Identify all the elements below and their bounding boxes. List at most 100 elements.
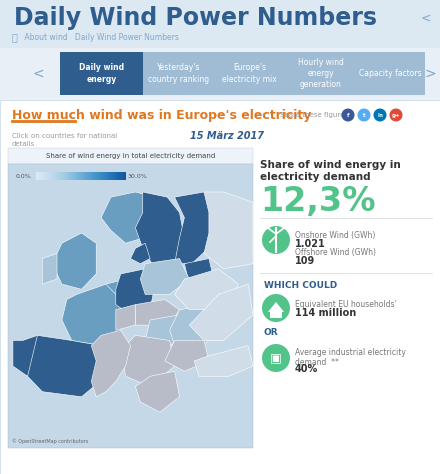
Polygon shape: [92, 330, 131, 397]
Bar: [92, 172, 93, 180]
Bar: [90, 172, 92, 180]
Polygon shape: [204, 192, 253, 269]
Bar: [67, 172, 69, 180]
Polygon shape: [175, 269, 238, 310]
Text: ⓘ: ⓘ: [12, 32, 18, 42]
Circle shape: [262, 344, 290, 372]
Text: Hourly wind
energy
generation: Hourly wind energy generation: [297, 58, 344, 89]
Bar: [113, 172, 114, 180]
Bar: [102, 172, 103, 180]
Bar: [78, 172, 80, 180]
Text: Click on countries for national
details: Click on countries for national details: [12, 133, 117, 147]
Text: 40%: 40%: [295, 364, 318, 374]
Bar: [36, 172, 37, 180]
Bar: [111, 172, 113, 180]
Bar: [95, 172, 96, 180]
Bar: [121, 172, 123, 180]
Polygon shape: [184, 258, 214, 284]
Bar: [73, 172, 75, 180]
Bar: [105, 172, 106, 180]
Bar: [39, 172, 40, 180]
Circle shape: [374, 109, 386, 121]
Bar: [106, 172, 108, 180]
Text: Share of wind energy in total electricity demand: Share of wind energy in total electricit…: [46, 153, 215, 159]
Text: 1.021: 1.021: [295, 239, 326, 249]
Polygon shape: [136, 371, 180, 412]
Bar: [81, 172, 83, 180]
Bar: [65, 172, 66, 180]
Text: electricity demand: electricity demand: [260, 172, 370, 182]
Polygon shape: [194, 346, 253, 376]
Bar: [85, 172, 87, 180]
Bar: [75, 172, 77, 180]
Bar: [47, 172, 48, 180]
Bar: [0, 0, 440, 48]
Text: 114 million: 114 million: [295, 308, 356, 318]
Bar: [51, 172, 52, 180]
Bar: [60, 52, 425, 95]
Text: Europe's
electricity mix: Europe's electricity mix: [222, 64, 277, 83]
Bar: [57, 172, 59, 180]
Bar: [99, 172, 100, 180]
Bar: [93, 172, 95, 180]
Bar: [62, 172, 63, 180]
Bar: [63, 172, 65, 180]
Bar: [49, 172, 51, 180]
Bar: [83, 172, 84, 180]
Text: <: <: [421, 11, 431, 25]
Text: ▣: ▣: [270, 352, 282, 365]
Text: Average industrial electricity
demand  **: Average industrial electricity demand **: [295, 348, 406, 367]
Polygon shape: [175, 192, 216, 264]
Circle shape: [262, 226, 290, 254]
Polygon shape: [145, 315, 194, 346]
Text: Share these figures: Share these figures: [280, 112, 348, 118]
Bar: [72, 172, 73, 180]
Polygon shape: [136, 300, 180, 325]
Bar: [8, 164, 253, 448]
Bar: [59, 172, 60, 180]
Bar: [103, 172, 105, 180]
Circle shape: [389, 109, 403, 121]
Polygon shape: [165, 340, 209, 371]
Polygon shape: [170, 305, 219, 346]
Polygon shape: [268, 302, 284, 318]
Text: 15 März 2017: 15 März 2017: [190, 131, 264, 141]
Bar: [42, 172, 44, 180]
Polygon shape: [121, 336, 175, 387]
Polygon shape: [116, 305, 136, 330]
Bar: [54, 172, 55, 180]
Polygon shape: [131, 243, 150, 264]
Text: How much wind was in Europe's electricity: How much wind was in Europe's electricit…: [12, 109, 312, 121]
Polygon shape: [52, 233, 96, 289]
Polygon shape: [106, 279, 125, 305]
Bar: [118, 172, 120, 180]
Text: Daily wind
energy: Daily wind energy: [79, 64, 124, 83]
Bar: [45, 172, 47, 180]
Bar: [77, 172, 78, 180]
Circle shape: [357, 109, 370, 121]
Polygon shape: [140, 258, 189, 294]
Bar: [44, 172, 45, 180]
Text: Capacity factors: Capacity factors: [359, 69, 422, 78]
Text: Daily Wind Power Numbers: Daily Wind Power Numbers: [14, 6, 377, 30]
Text: >: >: [424, 66, 436, 81]
Text: f: f: [347, 112, 349, 118]
Text: WHICH COULD: WHICH COULD: [264, 281, 337, 290]
Text: in: in: [377, 112, 383, 118]
Text: 0.0%: 0.0%: [16, 173, 32, 179]
Bar: [100, 172, 102, 180]
Bar: [70, 172, 72, 180]
Bar: [52, 172, 54, 180]
Bar: [66, 172, 67, 180]
Text: About wind   Daily Wind Power Numbers: About wind Daily Wind Power Numbers: [22, 33, 179, 42]
Text: OR: OR: [264, 328, 279, 337]
Bar: [114, 172, 115, 180]
Bar: [8, 148, 253, 164]
Text: Share of wind energy in: Share of wind energy in: [260, 160, 401, 170]
Polygon shape: [136, 192, 184, 269]
Circle shape: [262, 294, 290, 322]
Bar: [55, 172, 57, 180]
Text: Equivalent EU households’: Equivalent EU households’: [295, 300, 397, 309]
Bar: [48, 172, 49, 180]
Bar: [87, 172, 88, 180]
